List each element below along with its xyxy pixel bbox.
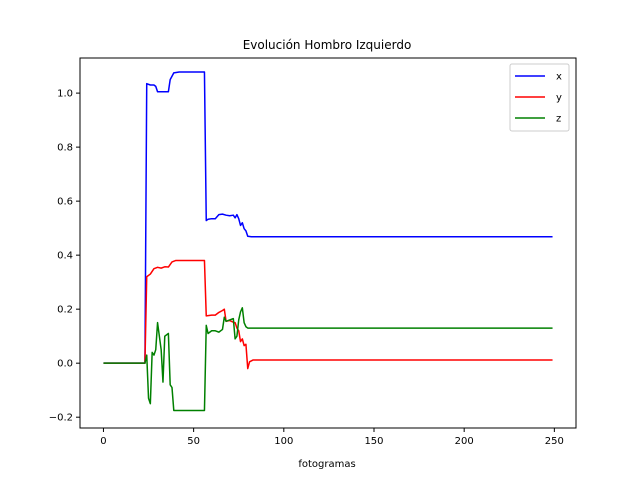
x-tick-label: 250: [545, 436, 564, 447]
y-tick-label: 0.2: [57, 305, 73, 316]
y-tick-label: 0.4: [57, 251, 73, 262]
y-tick-label: 0.8: [57, 143, 73, 154]
legend: xyz: [509, 63, 570, 132]
y-tick-label: 0.0: [57, 359, 73, 370]
x-tick-label: 50: [187, 436, 200, 447]
series-line-y: [103, 259, 553, 370]
y-tick-label: 0.6: [57, 197, 73, 208]
series-layer: [103, 71, 553, 412]
y-tick-label: 1.0: [57, 89, 73, 100]
x-tick-label: 100: [274, 436, 293, 447]
series-line-x: [103, 71, 553, 364]
axes-frame: [79, 57, 577, 429]
chart-title: Evolución Hombro Izquierdo: [243, 38, 412, 52]
legend-label-z: z: [556, 114, 561, 125]
x-axis-label: fotogramas: [298, 459, 355, 470]
y-axis: −0.2 0.0 0.2 0.4 0.6 0.8 1.0: [49, 89, 80, 424]
legend-items: xyz: [515, 72, 562, 125]
x-tick-label: 200: [455, 436, 474, 447]
plot-area: [79, 57, 577, 429]
legend-label-x: x: [556, 72, 562, 83]
series-line-z: [103, 307, 553, 412]
x-axis: 0 50 100 150 200 250: [100, 428, 564, 447]
x-tick-label: 150: [364, 436, 383, 447]
x-tick-label: 0: [100, 436, 106, 447]
y-tick-label: −0.2: [49, 413, 73, 424]
legend-label-y: y: [556, 93, 562, 104]
